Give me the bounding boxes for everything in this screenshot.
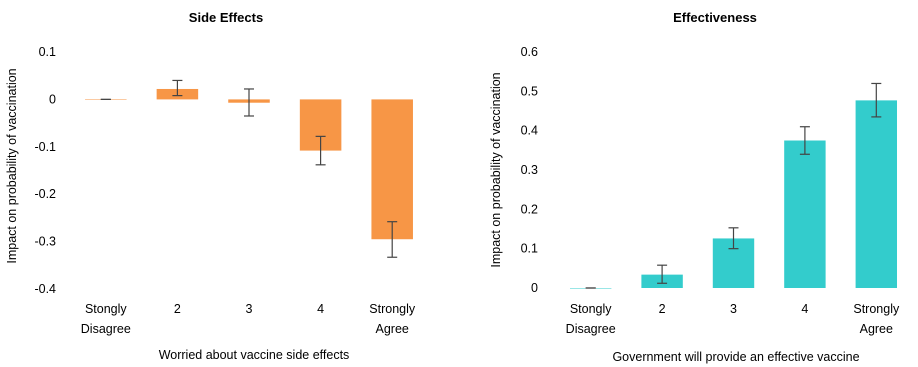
x-tick-label: 2 bbox=[174, 302, 181, 316]
y-tick-label: -0.3 bbox=[34, 235, 56, 249]
x-tick-label: Strongly bbox=[853, 302, 900, 316]
x-tick-label: 4 bbox=[801, 302, 808, 316]
y-tick-label: 0 bbox=[49, 92, 56, 106]
bar bbox=[855, 100, 898, 288]
error-bar bbox=[728, 227, 739, 250]
error-bar bbox=[799, 126, 810, 155]
y-axis-label: Impact on probability of vaccination bbox=[5, 68, 19, 263]
x-tick-label: 3 bbox=[246, 302, 253, 316]
x-tick-label: Stongly bbox=[85, 302, 127, 316]
error-bar bbox=[244, 88, 254, 117]
x-tick-label: Disagree bbox=[81, 322, 131, 336]
y-tick-label: -0.2 bbox=[34, 187, 56, 201]
x-axis-label: Government will provide an effective vac… bbox=[612, 350, 859, 364]
x-tick-label: Stongly bbox=[570, 302, 612, 316]
y-tick-label: -0.4 bbox=[34, 282, 56, 296]
x-tick-label: Disagree bbox=[566, 322, 616, 336]
x-tick-label: Agree bbox=[376, 322, 409, 336]
effectiveness-panel: Effectiveness Impact on probability of va… bbox=[489, 10, 900, 364]
y-tick-label: 0.5 bbox=[521, 84, 538, 98]
y-tick-label: 0 bbox=[531, 281, 538, 295]
x-tick-label: Agree bbox=[860, 322, 893, 336]
y-tick-label: 0.6 bbox=[521, 45, 538, 59]
y-axis-label: Impact on probability of vaccination bbox=[489, 72, 503, 267]
x-tick-label: 4 bbox=[317, 302, 324, 316]
y-tick-label: 0.1 bbox=[39, 45, 56, 59]
y-tick-label: 0.2 bbox=[521, 202, 538, 216]
bar bbox=[784, 140, 826, 288]
x-tick-label: 3 bbox=[730, 302, 737, 316]
error-bar bbox=[387, 221, 398, 258]
error-bar bbox=[871, 82, 882, 118]
bar bbox=[371, 99, 413, 240]
y-tick-label: -0.1 bbox=[34, 140, 56, 154]
chart-title: Effectiveness bbox=[673, 10, 757, 25]
x-axis-label: Worried about vaccine side effects bbox=[159, 348, 350, 362]
y-tick-label: 0.3 bbox=[521, 163, 538, 177]
error-bar bbox=[657, 264, 668, 284]
x-tick-label: 2 bbox=[659, 302, 666, 316]
error-bar bbox=[315, 135, 326, 166]
y-tick-label: 0.4 bbox=[521, 124, 538, 138]
chart-title: Side Effects bbox=[189, 10, 263, 25]
side-effects-panel: Side Effects Impact on probability of vac… bbox=[5, 10, 416, 362]
x-tick-label: Strongly bbox=[369, 302, 416, 316]
error-bar bbox=[172, 79, 183, 97]
y-tick-label: 0.1 bbox=[521, 242, 538, 256]
